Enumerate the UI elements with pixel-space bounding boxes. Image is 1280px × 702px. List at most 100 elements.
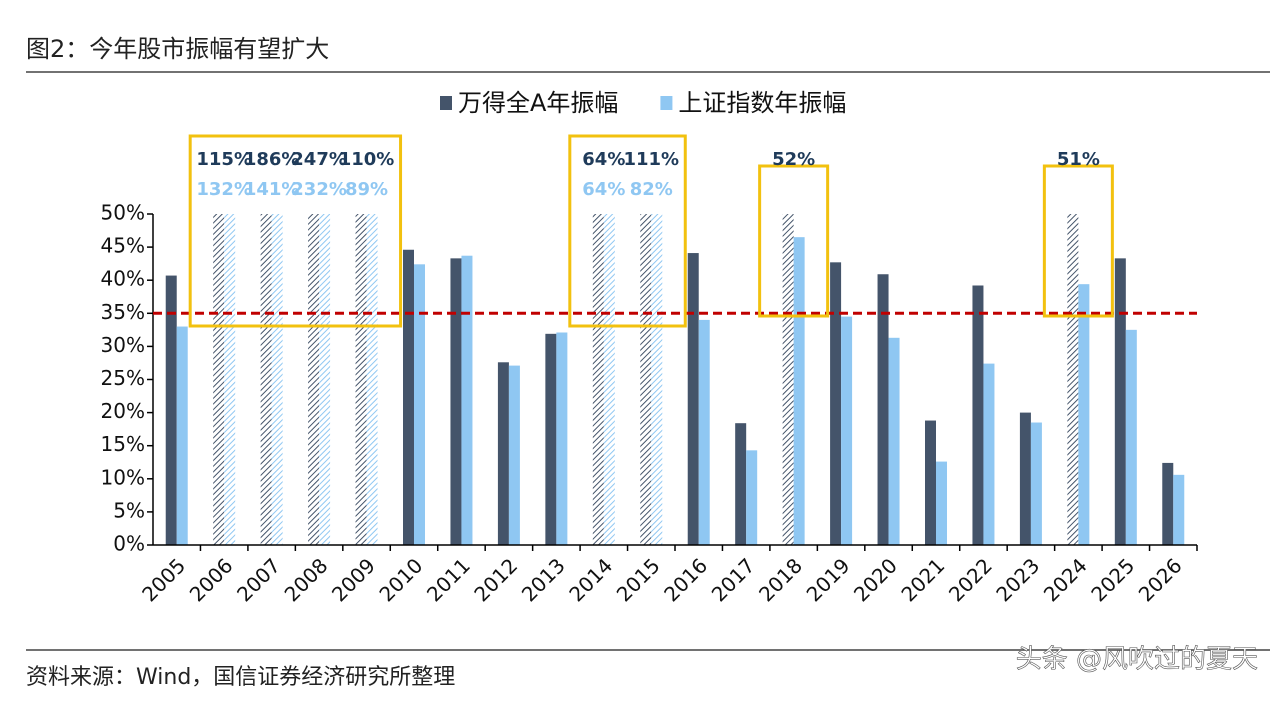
value-label: 132%: [196, 179, 252, 200]
value-label: 64%: [582, 179, 625, 200]
bar: [213, 214, 225, 545]
bar: [508, 365, 520, 545]
x-tick-label: 2005: [137, 553, 190, 606]
bar: [414, 264, 425, 545]
value-label: 51%: [1057, 149, 1100, 170]
value-label: 232%: [291, 179, 347, 200]
x-tick-label: 2022: [944, 553, 997, 606]
bar: [687, 253, 699, 545]
x-tick-label: 2019: [802, 553, 855, 606]
x-tick-label: 2017: [707, 553, 760, 606]
bar: [746, 450, 758, 545]
highlight-box: [188, 134, 403, 328]
watermark: 头条 @风吹过的夏天: [1016, 645, 1258, 675]
x-tick-label: 2026: [1134, 553, 1187, 606]
highlight-box: [1042, 164, 1114, 318]
bar: [830, 262, 842, 545]
bar: [260, 214, 272, 545]
bar: [592, 214, 604, 545]
plot-area: [165, 214, 1185, 545]
x-tick-label: 2012: [469, 553, 522, 606]
x-tick-label: 2014: [564, 553, 617, 606]
bar: [545, 333, 557, 545]
bar: [1162, 462, 1174, 545]
legend-swatch: [440, 96, 452, 110]
y-tick-label: 30%: [101, 333, 145, 357]
bar: [1125, 329, 1137, 545]
value-label: 64%: [582, 149, 625, 170]
figure-title: 图2：今年股市振幅有望扩大: [26, 35, 329, 63]
x-tick-label: 2007: [232, 553, 285, 606]
value-label: 186%: [244, 149, 300, 170]
highlight-box: [758, 164, 830, 318]
y-tick-label: 45%: [101, 234, 145, 258]
bar: [366, 214, 378, 545]
bar: [355, 214, 367, 545]
x-tick-label: 2013: [517, 553, 570, 606]
legend-label: 上证指数年振幅: [678, 89, 846, 117]
y-tick-label: 40%: [101, 267, 145, 291]
x-tick-label: 2006: [185, 553, 238, 606]
bar: [165, 275, 177, 545]
y-tick-label: 5%: [113, 498, 145, 522]
bar: [308, 214, 320, 545]
x-tick-label: 2008: [280, 553, 333, 606]
bar: [877, 274, 889, 545]
bar: [176, 326, 188, 545]
bar: [936, 461, 947, 545]
y-tick-label: 10%: [101, 465, 145, 489]
bar: [497, 362, 509, 545]
x-tick-label: 2016: [659, 553, 712, 606]
y-tick-label: 0%: [113, 532, 145, 556]
bar: [793, 237, 805, 545]
bar: [1173, 474, 1185, 545]
bar: [698, 319, 710, 545]
bar: [1030, 422, 1042, 545]
y-tick-label: 50%: [101, 201, 145, 225]
bar: [782, 214, 794, 545]
x-tick-label: 2025: [1086, 553, 1139, 606]
value-label: 115%: [196, 149, 252, 170]
legend-swatch: [660, 96, 673, 110]
bar: [1078, 284, 1090, 545]
bar: [1019, 412, 1031, 545]
bar: [925, 420, 936, 545]
x-tick-label: 2021: [896, 553, 949, 606]
x-tick-label: 2024: [1039, 553, 1092, 606]
x-tick-label: 2020: [849, 553, 902, 606]
y-tick-label: 15%: [101, 432, 145, 456]
bar: [1067, 214, 1079, 545]
bar: [224, 214, 236, 545]
bar: [271, 214, 283, 545]
value-label: 111%: [623, 149, 679, 170]
bar: [603, 214, 615, 545]
x-tick-label: 2023: [991, 553, 1044, 606]
x-tick-label: 2009: [327, 553, 380, 606]
y-tick-label: 20%: [101, 399, 145, 423]
legend-label: 万得全A年振幅: [458, 89, 618, 117]
bar: [651, 214, 663, 545]
bar: [556, 332, 568, 545]
value-label: 89%: [345, 179, 388, 200]
bar: [972, 285, 984, 545]
value-label: 110%: [339, 149, 395, 170]
bar: [841, 316, 853, 545]
x-tick-label: 2015: [612, 553, 665, 606]
bar: [1114, 258, 1126, 545]
x-tick-label: 2018: [754, 553, 807, 606]
value-label: 52%: [772, 149, 815, 170]
bar: [640, 214, 652, 545]
bar: [450, 258, 462, 545]
x-tick-label: 2011: [422, 553, 475, 606]
highlight-box: [568, 134, 687, 328]
value-label: 82%: [630, 179, 673, 200]
value-label: 141%: [244, 179, 300, 200]
bar: [461, 255, 473, 545]
x-tick-label: 2010: [374, 553, 427, 606]
bar: [735, 423, 747, 545]
bar: [403, 249, 414, 545]
source-note: 资料来源：Wind，国信证券经济研究所整理: [26, 665, 455, 690]
value-label: 247%: [291, 149, 347, 170]
y-tick-label: 25%: [101, 366, 145, 390]
